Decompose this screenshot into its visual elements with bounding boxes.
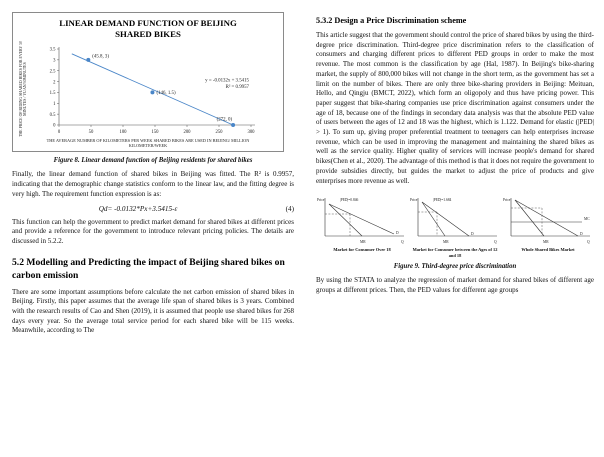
chart-x-axis-label: THE AVERAGE NUMBER OF KILOMETERS PER WEE…: [46, 138, 250, 149]
paragraph-function-use: This function can help the government to…: [12, 217, 294, 245]
demand-curve-diagram-whole-market: Price MC D MR Q: [503, 198, 590, 244]
demand-curve-diagram-over18: Price |PED|=0.846 D MR Q: [317, 198, 404, 244]
svg-text:3.5: 3.5: [50, 48, 57, 53]
panel-title: Market for Consumer Over 18: [333, 247, 391, 253]
paragraph-fit-result: Finally, the linear demand function of s…: [12, 170, 294, 198]
quantity-axis-label: Q: [587, 240, 590, 244]
figure9-panel-whole-market: Price MC D MR Q Whole Shared Bikes Marke…: [502, 194, 594, 258]
svg-text:R² = 0.9957: R² = 0.9957: [226, 84, 250, 90]
equation-row: Qd= -0.0132*Px+3.5415-ε (4): [12, 205, 294, 213]
marginal-cost-label: MC: [584, 217, 590, 221]
svg-text:250: 250: [215, 130, 223, 135]
paragraph-stata: By using the STATA to analyze the regres…: [316, 276, 594, 294]
figure8-chart: LINEAR DEMAND FUNCTION OF BEIJING SHARED…: [12, 12, 284, 153]
ped-label: |PED|=1.684: [433, 198, 452, 202]
scatter-plot: 0 0.5 1 1.5 2 2.5 3 3.5 0 50 100 150 200 250 300 (45.8,…: [50, 47, 255, 135]
svg-text:3: 3: [53, 59, 56, 64]
demand-line-label: D: [471, 232, 474, 236]
svg-text:(272, 0): (272, 0): [217, 118, 233, 123]
svg-text:(45.8, 3): (45.8, 3): [92, 54, 109, 59]
section-heading-5-2: 5.2 Modelling and Predicting the impact …: [12, 256, 285, 281]
svg-text:2.5: 2.5: [50, 69, 57, 74]
svg-text:0.5: 0.5: [50, 113, 57, 118]
marginal-revenue-label: MR: [543, 240, 549, 244]
price-axis-label: Price: [317, 198, 325, 202]
figure9-caption: Figure 9. Third-degree price discriminat…: [393, 263, 517, 271]
marginal-revenue-label: MR: [360, 240, 366, 244]
svg-text:0: 0: [58, 130, 61, 135]
svg-text:y = -0.0132x + 3.5415: y = -0.0132x + 3.5415: [205, 79, 249, 84]
paragraph-price-discrimination: This article suggest that the government…: [316, 31, 594, 185]
paragraph-assumptions: There are some important assumptions bef…: [12, 287, 294, 335]
figure9-panels: Price |PED|=0.846 D MR Q Market for Cons…: [316, 194, 594, 258]
svg-text:(146, 1.5): (146, 1.5): [156, 91, 176, 96]
svg-text:100: 100: [119, 130, 127, 135]
svg-text:50: 50: [89, 130, 94, 135]
figure8-caption: Figure 8. Linear demand function of Beij…: [53, 157, 253, 165]
left-column: LINEAR DEMAND FUNCTION OF BEIJING SHARED…: [12, 12, 294, 336]
svg-text:2: 2: [53, 80, 56, 85]
demand-line-label: D: [580, 232, 583, 236]
svg-text:1: 1: [53, 102, 56, 107]
price-axis-label: Price: [503, 198, 511, 202]
panel-title: Market for Consumer between the Ages of …: [412, 247, 498, 258]
marginal-revenue-label: MR: [443, 240, 449, 244]
chart-y-axis-label: THE PRICE OF RIDING SHARED BIKES FOR EVE…: [19, 41, 28, 137]
section-heading-5-3-2: 5.3.2 Design a Price Discrimination sche…: [316, 16, 467, 25]
quantity-axis-label: Q: [494, 240, 497, 244]
demand-equation: Qd= -0.0132*Px+3.5415-ε: [98, 204, 178, 213]
right-column: 5.3.2 Design a Price Discrimination sche…: [316, 16, 594, 295]
demand-line-label: D: [396, 231, 399, 235]
price-axis-label: Price: [410, 198, 418, 202]
figure9-panel-12to18: Price |PED|=1.684 D MR Q Market for Cons…: [409, 194, 501, 258]
svg-text:300: 300: [247, 130, 255, 135]
demand-curve-diagram-12to18: Price |PED|=1.684 D MR Q: [410, 198, 497, 244]
quantity-axis-label: Q: [401, 240, 404, 244]
figure9-panel-over18: Price |PED|=0.846 D MR Q Market for Cons…: [316, 194, 408, 258]
ped-label: |PED|=0.846: [340, 198, 359, 202]
svg-text:200: 200: [183, 130, 191, 135]
svg-text:1.5: 1.5: [50, 91, 57, 96]
chart-plot-area: THE PRICE OF RIDING SHARED BIKES FOR EVE…: [17, 41, 279, 137]
svg-text:150: 150: [151, 130, 159, 135]
svg-text:0: 0: [53, 124, 56, 129]
panel-title: Whole Shared Bikes Market: [521, 247, 575, 253]
chart-title: LINEAR DEMAND FUNCTION OF BEIJING SHARED…: [59, 18, 237, 39]
equation-number: (4): [285, 204, 294, 213]
